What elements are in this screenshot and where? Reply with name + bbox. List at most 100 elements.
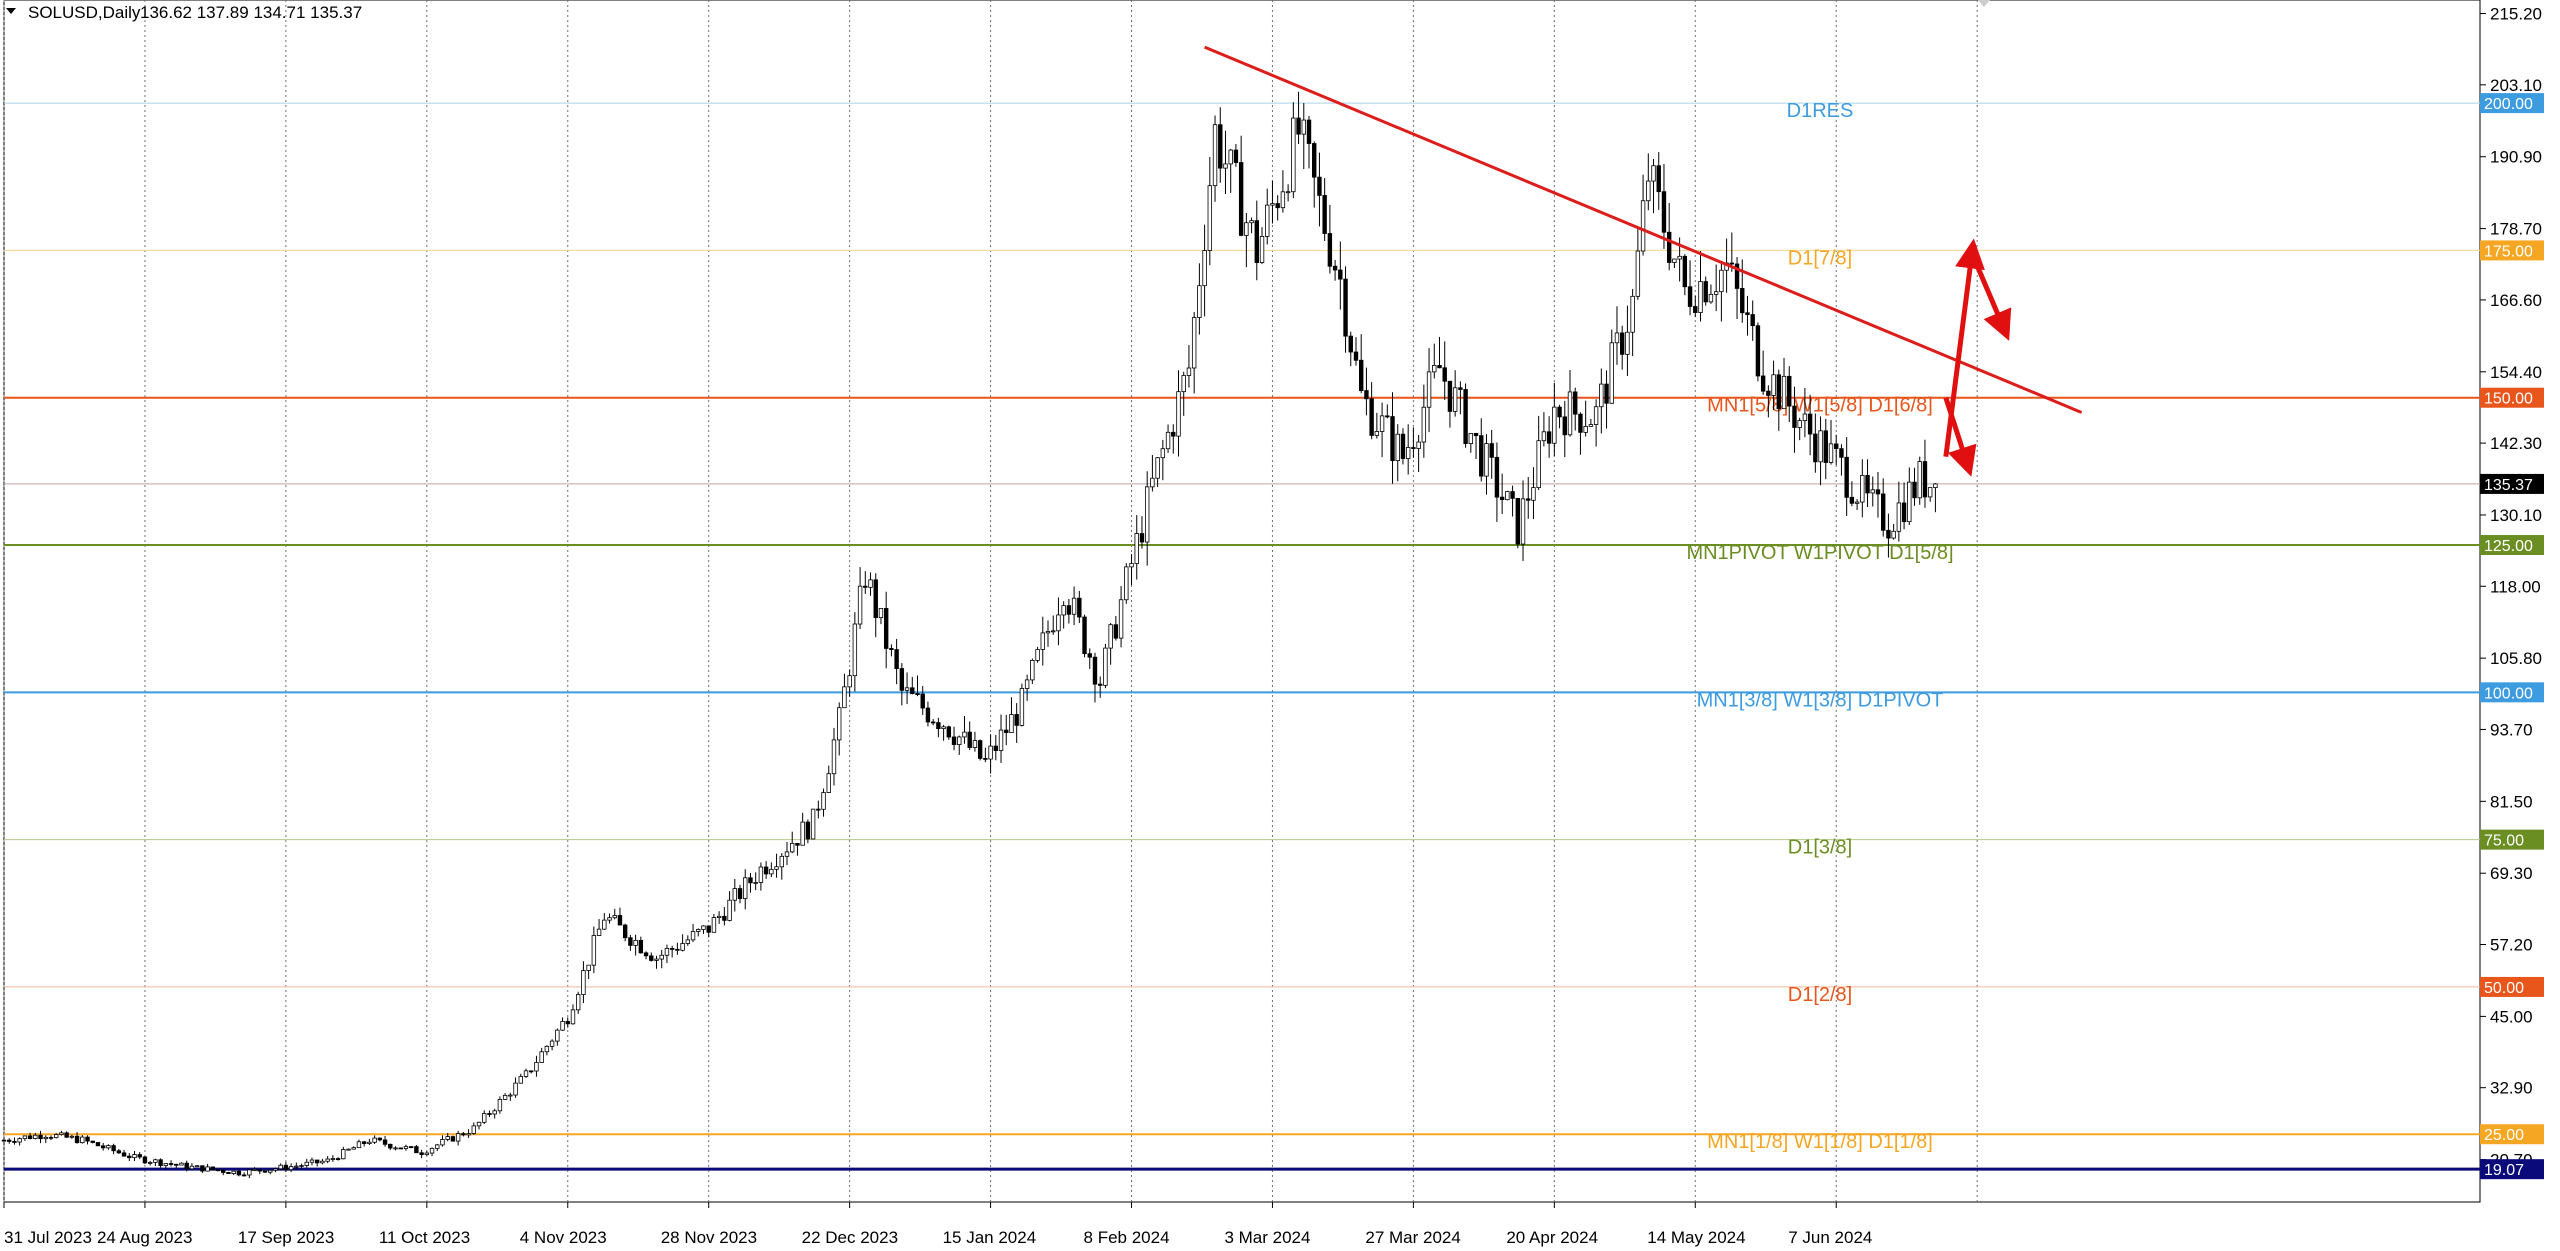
candle-body [1891,530,1896,539]
candle-body [106,1145,111,1149]
level-label: D1RES [1787,100,1854,122]
candle-body [972,740,978,748]
candle-body [962,731,967,738]
candle-body [1907,481,1912,523]
candle-body [638,939,644,954]
y-tick-label: 93.70 [2490,720,2533,739]
candle-body [455,1133,461,1142]
candle-body [429,1147,435,1154]
candle-body [1510,491,1515,499]
candle-body [1567,391,1573,436]
candle-body [1640,200,1646,252]
x-tick-label: 20 Apr 2024 [1506,1228,1598,1247]
last-price-badge-text: 135.37 [2484,477,2533,494]
candle-body [194,1165,200,1168]
candle-body [1416,441,1421,449]
candle-body [1807,413,1813,435]
candle-body [1338,269,1343,280]
candle-body [936,722,941,730]
y-tick-label: 130.10 [2490,506,2542,525]
candle-body [356,1141,362,1149]
candle-body [1280,191,1286,209]
candle-body [221,1169,226,1173]
level-label: MN1[1/8] W1[1/8] D1[1/8] [1707,1131,1933,1153]
symbol-title: SOLUSD,Daily [28,3,141,22]
candle-body [205,1166,210,1172]
scroll-marker-icon[interactable] [1978,0,1990,7]
candle-body [450,1136,456,1142]
candle-body [200,1165,205,1172]
x-tick-label: 24 Aug 2023 [97,1228,192,1247]
candle-body [925,707,931,723]
y-tick-label: 178.70 [2490,220,2542,239]
candle-body [294,1165,299,1168]
candle-body [54,1134,59,1139]
candle-body [1588,424,1594,427]
candle-body [889,648,894,650]
candle-body [1009,714,1014,733]
projection-arrow[interactable] [1943,238,1985,457]
candle-body [1719,269,1724,293]
collapse-triangle-icon[interactable] [6,8,16,14]
candle-body [1332,265,1338,271]
candle-body [38,1134,43,1140]
candle-body [33,1134,38,1140]
candle-body [1823,430,1828,463]
candle-body [121,1152,127,1157]
candle-body [377,1137,383,1141]
candle-body [1828,443,1834,463]
candle-body [1045,631,1051,634]
candle-body [43,1136,48,1140]
candle-body [59,1132,64,1135]
price-axis: 215.20 203.10 190.90 178.70 166.60 154.40 142.… [2480,5,2544,1180]
candle-body [701,925,706,930]
y-tick-label: 215.20 [2490,5,2542,24]
candle-body [706,925,711,933]
candle-body [1312,143,1317,178]
candle-body [1917,461,1922,499]
candle-body [1405,447,1411,459]
candle-body [1191,317,1197,369]
candle-body [508,1094,513,1097]
candle-body [398,1147,403,1150]
candle-body [12,1141,17,1143]
candle-body [628,937,633,946]
candle-body [967,731,972,748]
candle-body [1546,431,1552,444]
candle-body [351,1147,356,1150]
candle-body [1698,281,1703,313]
candle-body [502,1094,508,1100]
candle-body [680,943,685,951]
candle-body [1442,367,1447,382]
resistance-trendline[interactable] [1204,45,2083,414]
projection-arrow[interactable] [1969,252,2012,341]
candle-body [1614,332,1620,344]
candle-body [659,954,664,960]
candle-body [544,1045,550,1053]
candle-body [1927,487,1933,498]
candle-body [758,866,764,883]
candle-body [1875,489,1881,495]
candle-body [1139,533,1145,543]
candle-body [1348,335,1353,353]
candle-body [1327,233,1333,267]
candle-body [1301,119,1306,135]
x-tick-label: 15 Jan 2024 [943,1228,1037,1247]
y-tick-label: 81.50 [2490,792,2533,811]
projection-arrow[interactable] [1943,396,1977,477]
candle-body [1118,599,1124,639]
candle-body [1776,374,1781,410]
candle-body [367,1141,372,1144]
candle-body [1813,433,1818,463]
candle-body [419,1152,424,1156]
candle-body [1113,624,1119,639]
candle-body [299,1165,304,1167]
candle-body [476,1121,482,1127]
candle-body [127,1155,132,1159]
candle-body [1228,149,1233,165]
candle-body [1395,433,1400,462]
candle-body [852,623,858,677]
candle-body [523,1070,529,1077]
candle-body [1035,649,1040,661]
